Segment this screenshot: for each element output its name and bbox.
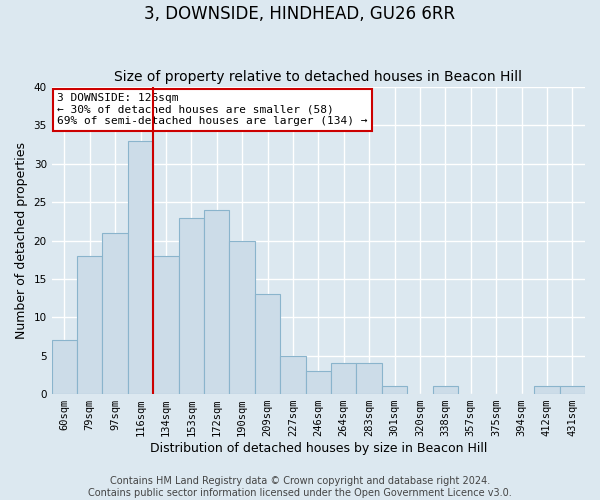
Bar	[560, 386, 585, 394]
Bar	[52, 340, 77, 394]
Y-axis label: Number of detached properties: Number of detached properties	[15, 142, 28, 339]
Bar	[356, 364, 382, 394]
Bar	[77, 256, 103, 394]
Bar	[179, 218, 204, 394]
Bar	[534, 386, 560, 394]
Bar	[128, 141, 153, 394]
Bar	[204, 210, 229, 394]
Bar	[305, 371, 331, 394]
Bar	[382, 386, 407, 394]
Bar	[255, 294, 280, 394]
Bar	[331, 364, 356, 394]
Text: 3 DOWNSIDE: 126sqm
← 30% of detached houses are smaller (58)
69% of semi-detache: 3 DOWNSIDE: 126sqm ← 30% of detached hou…	[57, 93, 367, 126]
Bar	[103, 233, 128, 394]
Title: Size of property relative to detached houses in Beacon Hill: Size of property relative to detached ho…	[115, 70, 523, 85]
Bar	[153, 256, 179, 394]
Bar	[280, 356, 305, 394]
Text: 3, DOWNSIDE, HINDHEAD, GU26 6RR: 3, DOWNSIDE, HINDHEAD, GU26 6RR	[145, 5, 455, 23]
X-axis label: Distribution of detached houses by size in Beacon Hill: Distribution of detached houses by size …	[149, 442, 487, 455]
Bar	[433, 386, 458, 394]
Bar	[229, 240, 255, 394]
Text: Contains HM Land Registry data © Crown copyright and database right 2024.
Contai: Contains HM Land Registry data © Crown c…	[88, 476, 512, 498]
